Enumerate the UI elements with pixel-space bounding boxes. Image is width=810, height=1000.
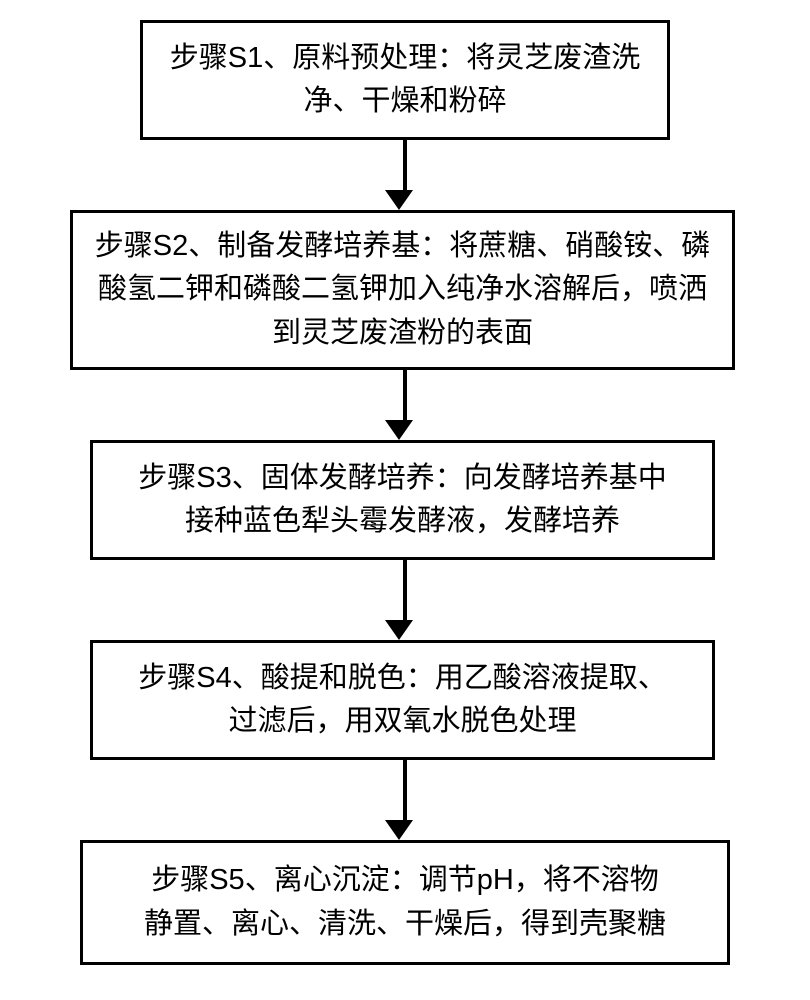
step-s5-text: 步骤S5、离心沉淀：调节pH，将不溶物静置、离心、清洗、干燥后，得到壳聚糖 xyxy=(144,859,666,946)
step-s5-box: 步骤S5、离心沉淀：调节pH，将不溶物静置、离心、清洗、干燥后，得到壳聚糖 xyxy=(80,840,730,965)
arrow-s1-s2 xyxy=(397,140,413,210)
step-s2-box: 步骤S2、制备发酵培养基：将蔗糖、硝酸铵、磷酸氢二钾和磷酸二氢钾加入纯净水溶解后… xyxy=(70,210,735,370)
step-s3-box: 步骤S3、固体发酵培养：向发酵培养基中接种蓝色犁头霉发酵液，发酵培养 xyxy=(90,440,715,560)
arrow-head-icon xyxy=(385,190,413,210)
arrow-s4-s5 xyxy=(397,760,413,840)
step-s1-box: 步骤S1、原料预处理：将灵芝废渣洗净、干燥和粉碎 xyxy=(140,20,670,140)
arrow-head-icon xyxy=(385,420,413,440)
arrow-head-icon xyxy=(385,620,413,640)
arrow-shaft xyxy=(403,760,407,820)
arrow-s3-s4 xyxy=(397,560,413,640)
step-s4-text: 步骤S4、酸提和脱色：用乙酸溶液提取、过滤后，用双氧水脱色处理 xyxy=(138,657,666,744)
arrow-s2-s3 xyxy=(397,370,413,440)
step-s1-text: 步骤S1、原料预处理：将灵芝废渣洗净、干燥和粉碎 xyxy=(170,37,640,124)
flowchart-canvas: 步骤S1、原料预处理：将灵芝废渣洗净、干燥和粉碎 步骤S2、制备发酵培养基：将蔗… xyxy=(0,0,810,1000)
step-s4-box: 步骤S4、酸提和脱色：用乙酸溶液提取、过滤后，用双氧水脱色处理 xyxy=(90,640,715,760)
arrow-shaft xyxy=(403,370,407,420)
step-s2-text: 步骤S2、制备发酵培养基：将蔗糖、硝酸铵、磷酸氢二钾和磷酸二氢钾加入纯净水溶解后… xyxy=(93,225,712,356)
step-s3-text: 步骤S3、固体发酵培养：向发酵培养基中接种蓝色犁头霉发酵液，发酵培养 xyxy=(138,457,666,544)
arrow-shaft xyxy=(403,140,407,190)
arrow-shaft xyxy=(403,560,407,620)
arrow-head-icon xyxy=(385,820,413,840)
